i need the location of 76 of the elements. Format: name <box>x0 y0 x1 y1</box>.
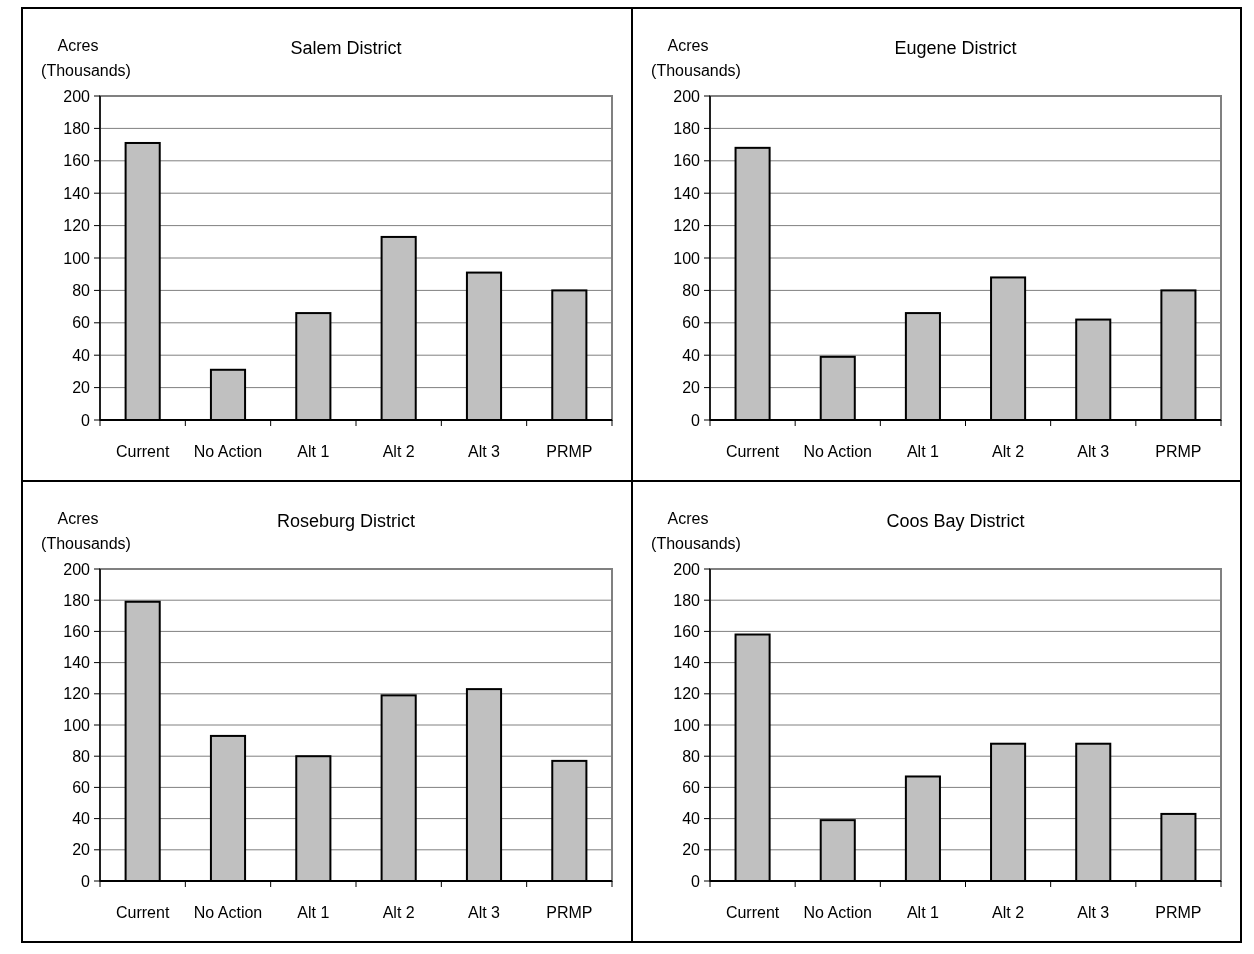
x-tick-label: PRMP <box>546 443 593 460</box>
x-tick-label: Alt 1 <box>906 443 940 460</box>
x-tick-label: Current <box>725 443 780 460</box>
x-tick-label: Alt 2 <box>382 904 415 921</box>
y-tick-label: 60 <box>682 779 701 796</box>
y-tick-label: 80 <box>72 282 91 299</box>
y-tick-label: 100 <box>63 249 91 267</box>
y-tick-label: 180 <box>673 591 701 609</box>
y-tick-label: 180 <box>673 120 701 137</box>
x-tick-label: No Action <box>193 443 263 460</box>
y-tick-label: 180 <box>63 120 91 137</box>
y-tick-label: 120 <box>63 685 91 703</box>
y-tick-label: 40 <box>682 810 701 828</box>
x-tick-label: Alt 1 <box>906 904 940 921</box>
x-tick-label: Alt 1 <box>297 904 330 921</box>
y-axis-title: Acres (Thousands) <box>651 510 741 552</box>
y-tick-label: 160 <box>673 152 701 170</box>
y-tick-label: 140 <box>63 184 91 202</box>
y-tick-label: 200 <box>63 87 91 105</box>
x-tick-label: Alt 3 <box>467 904 501 921</box>
x-tick-label: Alt 2 <box>382 443 415 460</box>
x-tick-label: Alt 3 <box>467 443 501 460</box>
y-tick-label: 200 <box>63 560 91 578</box>
y-tick-label: 160 <box>63 152 91 170</box>
x-tick-label: No Action <box>803 904 872 921</box>
x-tick-label: No Action <box>193 904 263 921</box>
y-tick-label: 20 <box>682 379 701 397</box>
x-tick-label: Current <box>115 904 170 921</box>
y-tick-label: 200 <box>673 87 701 105</box>
y-tick-label: 40 <box>72 346 91 364</box>
x-tick-label: PRMP <box>1155 443 1202 460</box>
y-tick-label: 60 <box>682 314 701 332</box>
y-tick-label: 120 <box>673 217 701 235</box>
x-tick-label: PRMP <box>1155 904 1202 921</box>
x-tick-label: Current <box>725 904 780 921</box>
chart-title: Eugene District <box>894 38 1017 58</box>
x-tick-label: Alt 1 <box>297 443 330 460</box>
x-tick-label: Alt 3 <box>1077 904 1110 921</box>
y-tick-label: 0 <box>81 872 91 890</box>
y-tick-label: 80 <box>682 747 701 765</box>
y-tick-label: 0 <box>691 411 701 429</box>
chart-title: Roseburg District <box>276 511 416 531</box>
y-axis-title: Acres (Thousands) <box>651 37 741 79</box>
y-tick-label: 100 <box>673 716 701 734</box>
x-tick-label: Alt 3 <box>1077 443 1110 460</box>
y-tick-label: 100 <box>63 716 91 734</box>
y-tick-label: 140 <box>63 654 91 672</box>
y-tick-label: 200 <box>673 560 701 578</box>
x-tick-label: Alt 2 <box>992 904 1025 921</box>
y-tick-label: 180 <box>63 591 91 609</box>
y-tick-label: 60 <box>72 314 91 332</box>
y-tick-label: 140 <box>673 654 701 672</box>
y-tick-label: 120 <box>63 217 91 235</box>
y-tick-label: 40 <box>72 810 91 828</box>
y-tick-label: 160 <box>63 623 91 640</box>
x-tick-label: PRMP <box>546 904 593 921</box>
y-tick-label: 20 <box>682 841 701 859</box>
y-tick-label: 0 <box>691 872 701 890</box>
y-tick-label: 20 <box>72 841 91 859</box>
x-tick-label: No Action <box>803 443 872 460</box>
y-tick-label: 80 <box>682 282 701 299</box>
y-tick-label: 160 <box>673 623 701 640</box>
y-tick-label: 40 <box>682 346 701 364</box>
y-tick-label: 140 <box>673 184 701 202</box>
x-tick-label: Current <box>115 443 170 460</box>
y-tick-label: 60 <box>72 779 91 796</box>
y-tick-label: 20 <box>72 379 91 397</box>
y-tick-label: 0 <box>81 411 91 429</box>
y-axis-title: Acres (Thousands) <box>41 37 131 79</box>
y-tick-label: 120 <box>673 685 701 703</box>
y-tick-label: 100 <box>673 249 701 267</box>
chart-title: Coos Bay District <box>886 511 1025 531</box>
y-tick-label: 80 <box>72 747 91 765</box>
chart-title: Salem District <box>290 38 402 58</box>
x-tick-label: Alt 2 <box>992 443 1025 460</box>
y-axis-title: Acres (Thousands) <box>41 510 131 552</box>
